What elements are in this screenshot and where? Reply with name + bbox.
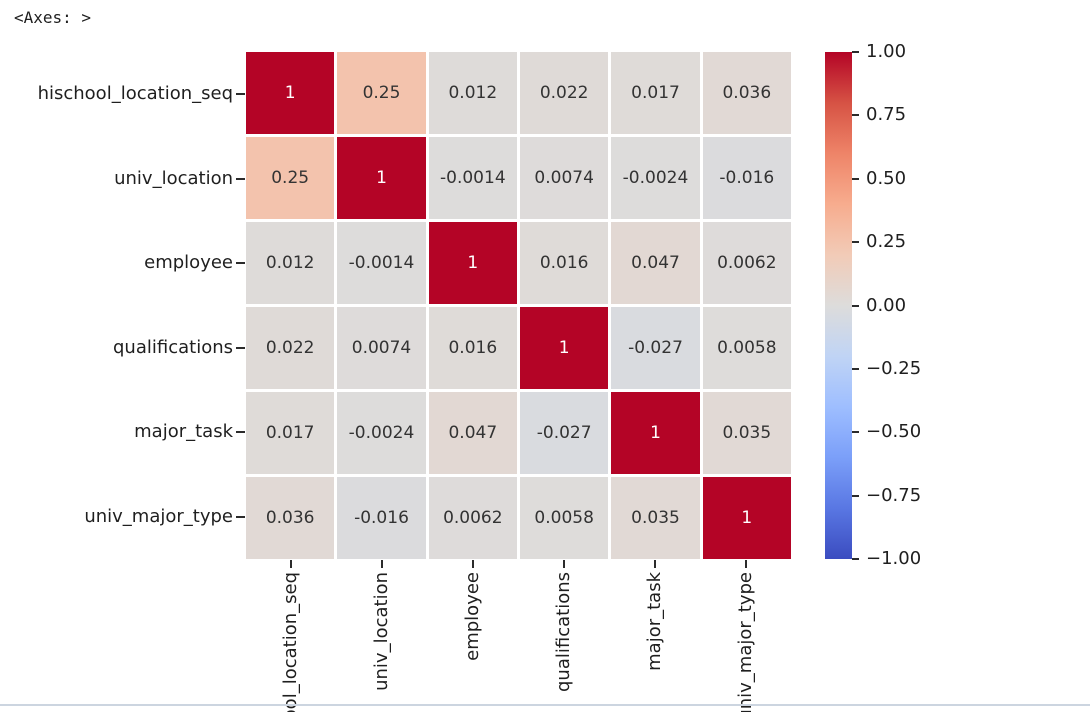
y-tick-label: univ_location — [114, 167, 233, 189]
heatmap-cell: -0.0014 — [337, 222, 426, 304]
colorbar-tick-mark — [852, 494, 859, 497]
heatmap-cell: 0.036 — [246, 477, 335, 559]
colorbar — [825, 52, 852, 559]
y-tick-mark — [236, 262, 245, 265]
colorbar-tick-mark — [852, 241, 859, 244]
heatmap-cell: 0.017 — [246, 392, 335, 474]
heatmap-cell: 1 — [246, 52, 335, 134]
heatmap-cell: 0.036 — [702, 52, 791, 134]
x-tick-label: hischool_location_seq — [280, 572, 302, 712]
colorbar-tick-label: 0.75 — [866, 104, 907, 126]
heatmap-cell: 1 — [428, 222, 517, 304]
axes-repr-text: <Axes: > — [14, 8, 92, 27]
x-tick-mark — [472, 560, 475, 568]
heatmap-cell: -0.027 — [520, 392, 609, 474]
output-cell-bottom-border — [0, 704, 1090, 706]
y-tick-label: employee — [144, 252, 233, 274]
heatmap-cell: 0.017 — [611, 52, 700, 134]
heatmap-cell: 0.047 — [611, 222, 700, 304]
heatmap-cell: -0.027 — [611, 307, 700, 389]
heatmap-cell: 0.0058 — [702, 307, 791, 389]
colorbar-tick-label: 0.00 — [866, 294, 907, 316]
heatmap-cell: 0.016 — [428, 307, 517, 389]
heatmap-cell: -0.0014 — [428, 137, 517, 219]
heatmap-cell: 0.022 — [520, 52, 609, 134]
heatmap-cell: 0.016 — [520, 222, 609, 304]
y-tick-label: major_task — [134, 421, 233, 443]
colorbar-tick-mark — [852, 51, 859, 53]
heatmap-cell: 0.047 — [428, 392, 517, 474]
colorbar-tick-mark — [852, 431, 859, 434]
x-tick-mark — [744, 560, 747, 568]
heatmap-cell: 0.25 — [337, 52, 426, 134]
heatmap-cell: 0.035 — [702, 392, 791, 474]
heatmap-cell: -0.016 — [702, 137, 791, 219]
x-tick-mark — [653, 560, 656, 568]
colorbar-tick-label: −1.00 — [866, 548, 922, 569]
heatmap-cell: 1 — [702, 477, 791, 559]
heatmap-cell: 1 — [520, 307, 609, 389]
colorbar-tick-label: −0.25 — [866, 357, 922, 379]
y-tick-label: hischool_location_seq — [37, 83, 233, 105]
x-tick-mark — [381, 560, 384, 568]
y-tick-label: qualifications — [113, 336, 233, 358]
y-tick-mark — [236, 346, 245, 349]
colorbar-tick-mark — [852, 304, 859, 307]
colorbar-tick-mark — [852, 177, 859, 180]
y-tick-mark — [236, 177, 245, 180]
x-tick-label: univ_major_type — [734, 572, 756, 712]
heatmap-cell: 0.022 — [246, 307, 335, 389]
heatmap-cell: 1 — [337, 137, 426, 219]
heatmap-cell: 0.012 — [428, 52, 517, 134]
heatmap-cell: 0.035 — [611, 477, 700, 559]
heatmap-cell: -0.016 — [337, 477, 426, 559]
heatmap-cell: 1 — [611, 392, 700, 474]
y-tick-mark — [236, 431, 245, 434]
heatmap-cell: 0.0062 — [702, 222, 791, 304]
y-tick-mark — [236, 93, 245, 96]
colorbar-tick-label: 0.50 — [866, 167, 907, 189]
x-tick-label: employee — [462, 572, 484, 661]
colorbar-tick-label: 0.25 — [866, 231, 907, 253]
heatmap-cell: 0.0074 — [520, 137, 609, 219]
heatmap-grid: 1 0.25 0.012 0.022 0.017 0.036 0.25 1 -0.0014 0.0… — [246, 52, 791, 559]
heatmap-cell: 0.0062 — [428, 477, 517, 559]
heatmap-cell: 0.0074 — [337, 307, 426, 389]
heatmap-cell: 0.0058 — [520, 477, 609, 559]
colorbar-tick-label: 1.00 — [866, 41, 907, 62]
heatmap-cell: -0.0024 — [611, 137, 700, 219]
y-tick-label: univ_major_type — [84, 505, 233, 527]
x-tick-label: univ_location — [371, 572, 393, 691]
colorbar-tick-label: −0.75 — [866, 484, 922, 506]
heatmap-cell: 0.012 — [246, 222, 335, 304]
heatmap-cell: 0.25 — [246, 137, 335, 219]
x-tick-mark — [290, 560, 293, 568]
x-tick-label: qualifications — [552, 572, 574, 692]
y-tick-mark — [236, 515, 245, 518]
heatmap-cell: -0.0024 — [337, 392, 426, 474]
colorbar-tick-mark — [852, 114, 859, 117]
colorbar-tick-label: −0.50 — [866, 421, 922, 443]
x-tick-mark — [562, 560, 565, 568]
colorbar-tick-mark — [852, 367, 859, 370]
colorbar-tick-mark — [852, 558, 859, 560]
x-tick-label: major_task — [643, 572, 665, 671]
